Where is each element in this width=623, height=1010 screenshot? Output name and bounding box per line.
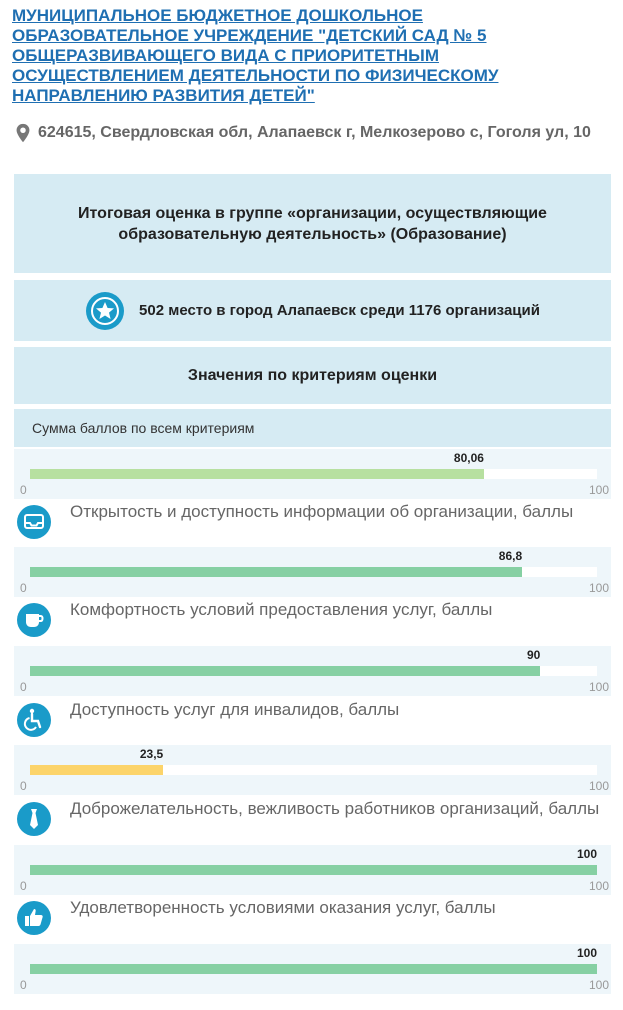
address-text: 624615, Свердловская обл, Алапаевск г, М… [38,124,591,141]
inbox-icon [17,505,51,539]
sum-header: Сумма баллов по всем критериям [14,409,611,447]
bar-fill [30,964,597,974]
scale-max: 100 [588,483,609,497]
bar-fill [30,469,484,479]
summary-title: Итоговая оценка в группе «организации, о… [78,204,547,243]
star-badge-icon [86,291,125,330]
scale-min: 0 [20,581,27,595]
bar-fill [30,765,164,775]
bar-value: 100 [576,847,597,861]
rank-panel: 502 место в город Алапаевск среди 1176 о… [14,280,611,341]
criteria-header-text: Значения по критериям оценки [187,366,438,384]
bar-value: 86,8 [498,549,523,563]
score-bar-satisfaction: 100 0 100 [14,944,611,994]
sum-label: Сумма баллов по всем критериям [32,420,255,436]
bar-value: 80,06 [453,451,484,465]
score-bar-accessibility: 23,5 0 100 [14,745,611,795]
bar-fill [30,666,541,676]
bar-track [30,567,597,577]
scale-min: 0 [20,779,27,793]
tie-icon [17,802,51,836]
scale-max: 100 [588,879,609,893]
criterion-label: Удовлетворенность условиями оказания усл… [70,898,496,917]
summary-panel: Итоговая оценка в группе «организации, о… [14,174,611,273]
criterion-courtesy: Доброжелательность, вежливость работнико… [16,799,611,839]
bar-track [30,666,597,676]
organization-title-link[interactable]: МУНИЦИПАЛЬНОЕ БЮДЖЕТНОЕ ДОШКОЛЬНОЕ ОБРАЗ… [12,6,499,105]
cup-icon [17,603,51,637]
wheelchair-icon [17,703,51,737]
score-bar-openness: 86,8 0 100 [14,547,611,597]
thumbs-up-icon [17,901,51,935]
rank-text: 502 место в город Алапаевск среди 1176 о… [139,302,540,319]
address: 624615, Свердловская обл, Алапаевск г, М… [12,122,592,144]
bar-track [30,765,597,775]
criterion-openness: Открытость и доступность информации об о… [16,502,611,542]
criteria-header: Значения по критериям оценки [14,347,611,404]
score-bar-total: 80,06 0 100 [14,449,611,499]
bar-value: 23,5 [139,747,164,761]
criterion-label: Открытость и доступность информации об о… [70,502,574,521]
bar-value: 90 [526,648,541,662]
scale-max: 100 [588,581,609,595]
bar-fill [30,567,523,577]
scale-min: 0 [20,680,27,694]
bar-fill [30,865,597,875]
bar-track [30,469,597,479]
criterion-accessibility: Доступность услуг для инвалидов, баллы [16,700,611,740]
scale-min: 0 [20,879,27,893]
criterion-label: Доступность услуг для инвалидов, баллы [70,700,400,719]
bar-value: 100 [576,946,597,960]
scale-min: 0 [20,978,27,992]
scale-max: 100 [588,680,609,694]
criterion-label: Доброжелательность, вежливость работнико… [70,799,600,818]
scale-max: 100 [588,779,609,793]
criterion-label: Комфортность условий предоставления услу… [70,600,493,619]
scale-max: 100 [588,978,609,992]
bar-track [30,964,597,974]
scale-min: 0 [20,483,27,497]
score-bar-courtesy: 100 0 100 [14,845,611,895]
criterion-satisfaction: Удовлетворенность условиями оказания усл… [16,898,611,938]
criterion-comfort: Комфортность условий предоставления услу… [16,600,611,640]
map-pin-icon [16,123,30,143]
score-bar-comfort: 90 0 100 [14,646,611,696]
bar-track [30,865,597,875]
